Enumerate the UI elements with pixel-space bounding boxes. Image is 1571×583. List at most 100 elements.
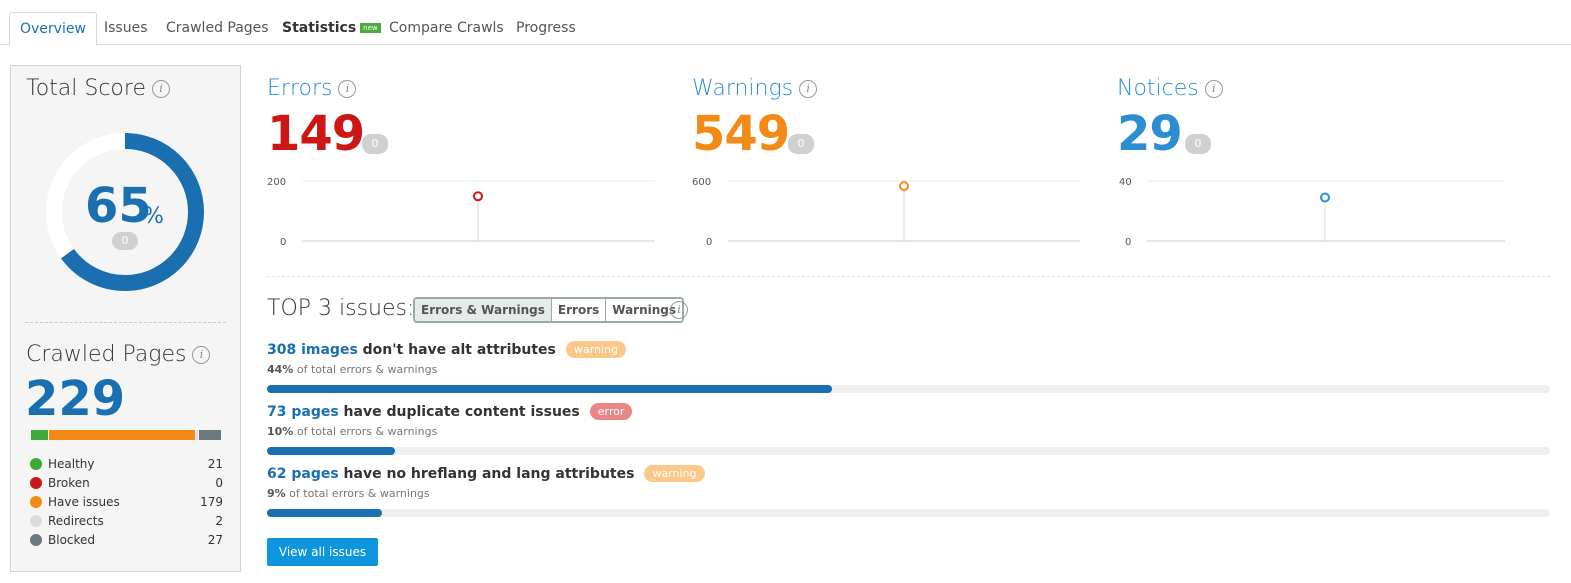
- issue-title: 73 pages have duplicate content issues er…: [267, 403, 1550, 423]
- issue-share: 9% of total errors & warnings: [267, 487, 1550, 500]
- legend-count: 179: [200, 495, 223, 509]
- legend-label: Healthy: [48, 457, 95, 471]
- total-score-label: Total Score: [26, 76, 146, 101]
- redirects-dot-icon: [30, 515, 42, 527]
- legend-item-blocked[interactable]: Blocked 27: [29, 532, 223, 551]
- tab-label: Statistics: [282, 20, 357, 36]
- tab-bar: Overview Issues Crawled Pages Statistics…: [0, 0, 1571, 46]
- issue-title: 308 images don't have alt attributes warn…: [267, 341, 1550, 361]
- warnings-metric: Warnings i 549 0 600 0: [692, 76, 1082, 256]
- info-icon[interactable]: i: [338, 80, 357, 98]
- notices-value[interactable]: 29: [1117, 106, 1183, 162]
- total-score-value: 65: [85, 178, 152, 234]
- errors-delta: 0: [362, 134, 388, 154]
- legend-label: Have issues: [48, 495, 120, 509]
- issue-text: don't have alt attributes: [357, 342, 556, 358]
- y-min-label: 0: [280, 237, 286, 248]
- error-tag: error: [589, 403, 633, 420]
- crawled-pages-legend: Healthy 21 Broken 0 Have issues 179 Redirec…: [29, 456, 223, 551]
- issue-percent: 44%: [267, 363, 294, 376]
- legend-item-healthy[interactable]: Healthy 21: [29, 456, 223, 475]
- legend-item-redirects[interactable]: Redirects 2: [29, 513, 223, 532]
- issue-link[interactable]: 308 images: [267, 342, 358, 358]
- have-issues-dot-icon: [30, 496, 42, 508]
- broken-dot-icon: [30, 477, 42, 489]
- info-icon[interactable]: i: [670, 301, 688, 319]
- errors-chart: 200 0: [267, 177, 655, 248]
- view-all-issues-button[interactable]: View all issues: [267, 538, 378, 566]
- tab-statistics[interactable]: Statistics new: [272, 12, 391, 45]
- errors-value[interactable]: 149: [267, 106, 365, 162]
- stack-segment-healthy: [31, 430, 49, 440]
- data-point[interactable]: [473, 191, 483, 202]
- issue-text: have no hreflang and lang attributes: [338, 466, 635, 482]
- warnings-value[interactable]: 549: [692, 106, 790, 162]
- info-icon[interactable]: i: [192, 346, 211, 364]
- tab-overview[interactable]: Overview: [9, 12, 97, 46]
- issue-percent: 10%: [267, 425, 294, 438]
- y-max-label: 200: [267, 177, 286, 188]
- filter-errors-button[interactable]: Errors: [550, 299, 606, 321]
- issue-text: have duplicate content issues: [338, 404, 580, 420]
- warnings-chart: 600 0: [692, 177, 1080, 248]
- issue-share: 10% of total errors & warnings: [267, 425, 1550, 438]
- new-badge: new: [360, 23, 381, 33]
- total-score-title: Total Score i: [26, 76, 170, 101]
- notices-label: Notices: [1117, 76, 1199, 101]
- legend-item-have-issues[interactable]: Have issues 179: [29, 494, 223, 513]
- warnings-label: Warnings: [692, 76, 794, 101]
- legend-count: 21: [207, 457, 223, 471]
- total-score-gauge: [46, 133, 204, 291]
- notices-title: Notices i: [1117, 76, 1223, 101]
- stack-segment-blocked: [198, 430, 221, 440]
- info-icon[interactable]: i: [152, 80, 170, 98]
- issue-progress-track: [267, 509, 1550, 517]
- tab-issues[interactable]: Issues: [94, 12, 158, 45]
- notices-chart: 40 0: [1119, 177, 1505, 248]
- tab-label: Issues: [104, 20, 148, 36]
- issue-link[interactable]: 62 pages: [267, 466, 339, 482]
- errors-title: Errors i: [267, 76, 357, 101]
- issue-progress-track: [267, 385, 1550, 393]
- info-icon[interactable]: i: [1204, 80, 1223, 98]
- tab-label: Compare Crawls: [389, 20, 504, 36]
- legend-label: Broken: [48, 476, 90, 490]
- y-min-label: 0: [706, 237, 712, 248]
- notices-metric: Notices i 29 0 40 0: [1117, 76, 1507, 256]
- y-max-label: 600: [692, 177, 711, 188]
- errors-metric: Errors i 149 0 200 0: [267, 76, 657, 256]
- info-icon[interactable]: i: [799, 80, 818, 98]
- tab-compare-crawls[interactable]: Compare Crawls: [379, 12, 514, 45]
- issue-share: 44% of total errors & warnings: [267, 363, 1550, 376]
- legend-item-broken[interactable]: Broken 0: [29, 475, 223, 494]
- panel-divider: [25, 322, 226, 323]
- legend-label: Redirects: [48, 514, 104, 528]
- y-max-label: 40: [1119, 177, 1132, 188]
- issue-share-text: of total errors & warnings: [285, 487, 430, 500]
- issue-link[interactable]: 73 pages: [267, 404, 339, 420]
- issue-item: 308 images don't have alt attributes warn…: [267, 341, 1550, 393]
- issue-progress-track: [267, 447, 1550, 455]
- warnings-title: Warnings i: [692, 76, 818, 101]
- gauge-fill: [46, 133, 204, 291]
- issue-item: 73 pages have duplicate content issues er…: [267, 403, 1550, 455]
- total-score-delta: 0: [112, 232, 138, 250]
- tab-label: Crawled Pages: [166, 20, 269, 36]
- filter-warnings-button[interactable]: Warnings: [605, 299, 683, 321]
- issue-share-text: of total errors & warnings: [293, 425, 438, 438]
- tab-label: Overview: [20, 21, 86, 37]
- data-point[interactable]: [1320, 192, 1330, 203]
- legend-count: 27: [207, 533, 223, 547]
- issue-share-text: of total errors & warnings: [293, 363, 438, 376]
- tab-crawled-pages[interactable]: Crawled Pages: [156, 12, 279, 45]
- errors-label: Errors: [267, 76, 333, 101]
- total-score-unit: %: [143, 204, 164, 229]
- tab-progress[interactable]: Progress: [506, 12, 586, 45]
- crawled-pages-label: Crawled Pages: [26, 342, 187, 367]
- crawled-pages-value[interactable]: 229: [25, 371, 126, 427]
- issue-progress-fill: [267, 385, 832, 393]
- stack-segment-redirects: [196, 430, 198, 440]
- data-point[interactable]: [899, 181, 909, 192]
- healthy-dot-icon: [30, 458, 42, 470]
- filter-errors-warnings-button[interactable]: Errors & Warnings: [415, 299, 551, 321]
